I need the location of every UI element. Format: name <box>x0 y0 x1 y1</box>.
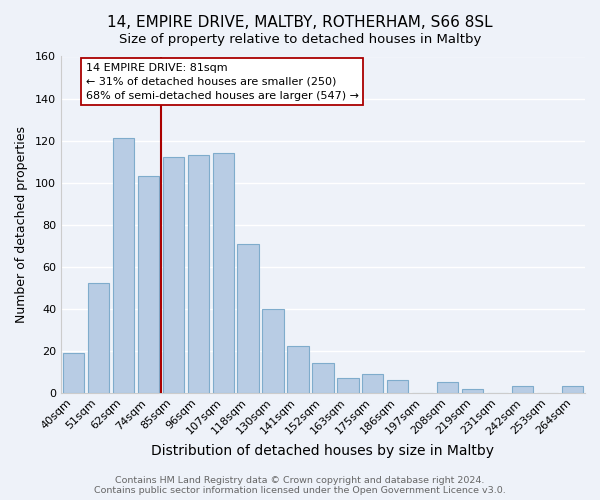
Bar <box>238 244 259 392</box>
Bar <box>287 346 308 393</box>
Bar <box>437 382 458 392</box>
Bar <box>137 176 159 392</box>
Y-axis label: Number of detached properties: Number of detached properties <box>15 126 28 323</box>
Bar <box>88 284 109 393</box>
Text: Size of property relative to detached houses in Maltby: Size of property relative to detached ho… <box>119 32 481 46</box>
Bar <box>262 308 284 392</box>
Bar <box>362 374 383 392</box>
Bar <box>212 153 234 392</box>
Bar <box>113 138 134 392</box>
Text: 14 EMPIRE DRIVE: 81sqm
← 31% of detached houses are smaller (250)
68% of semi-de: 14 EMPIRE DRIVE: 81sqm ← 31% of detached… <box>86 63 359 101</box>
Text: Contains HM Land Registry data © Crown copyright and database right 2024.
Contai: Contains HM Land Registry data © Crown c… <box>94 476 506 495</box>
Bar <box>562 386 583 392</box>
Bar <box>337 378 359 392</box>
Bar <box>313 364 334 392</box>
Bar <box>163 158 184 392</box>
X-axis label: Distribution of detached houses by size in Maltby: Distribution of detached houses by size … <box>151 444 494 458</box>
Bar <box>188 156 209 392</box>
Bar <box>387 380 409 392</box>
Text: 14, EMPIRE DRIVE, MALTBY, ROTHERHAM, S66 8SL: 14, EMPIRE DRIVE, MALTBY, ROTHERHAM, S66… <box>107 15 493 30</box>
Bar <box>512 386 533 392</box>
Bar <box>462 388 484 392</box>
Bar <box>63 353 84 393</box>
